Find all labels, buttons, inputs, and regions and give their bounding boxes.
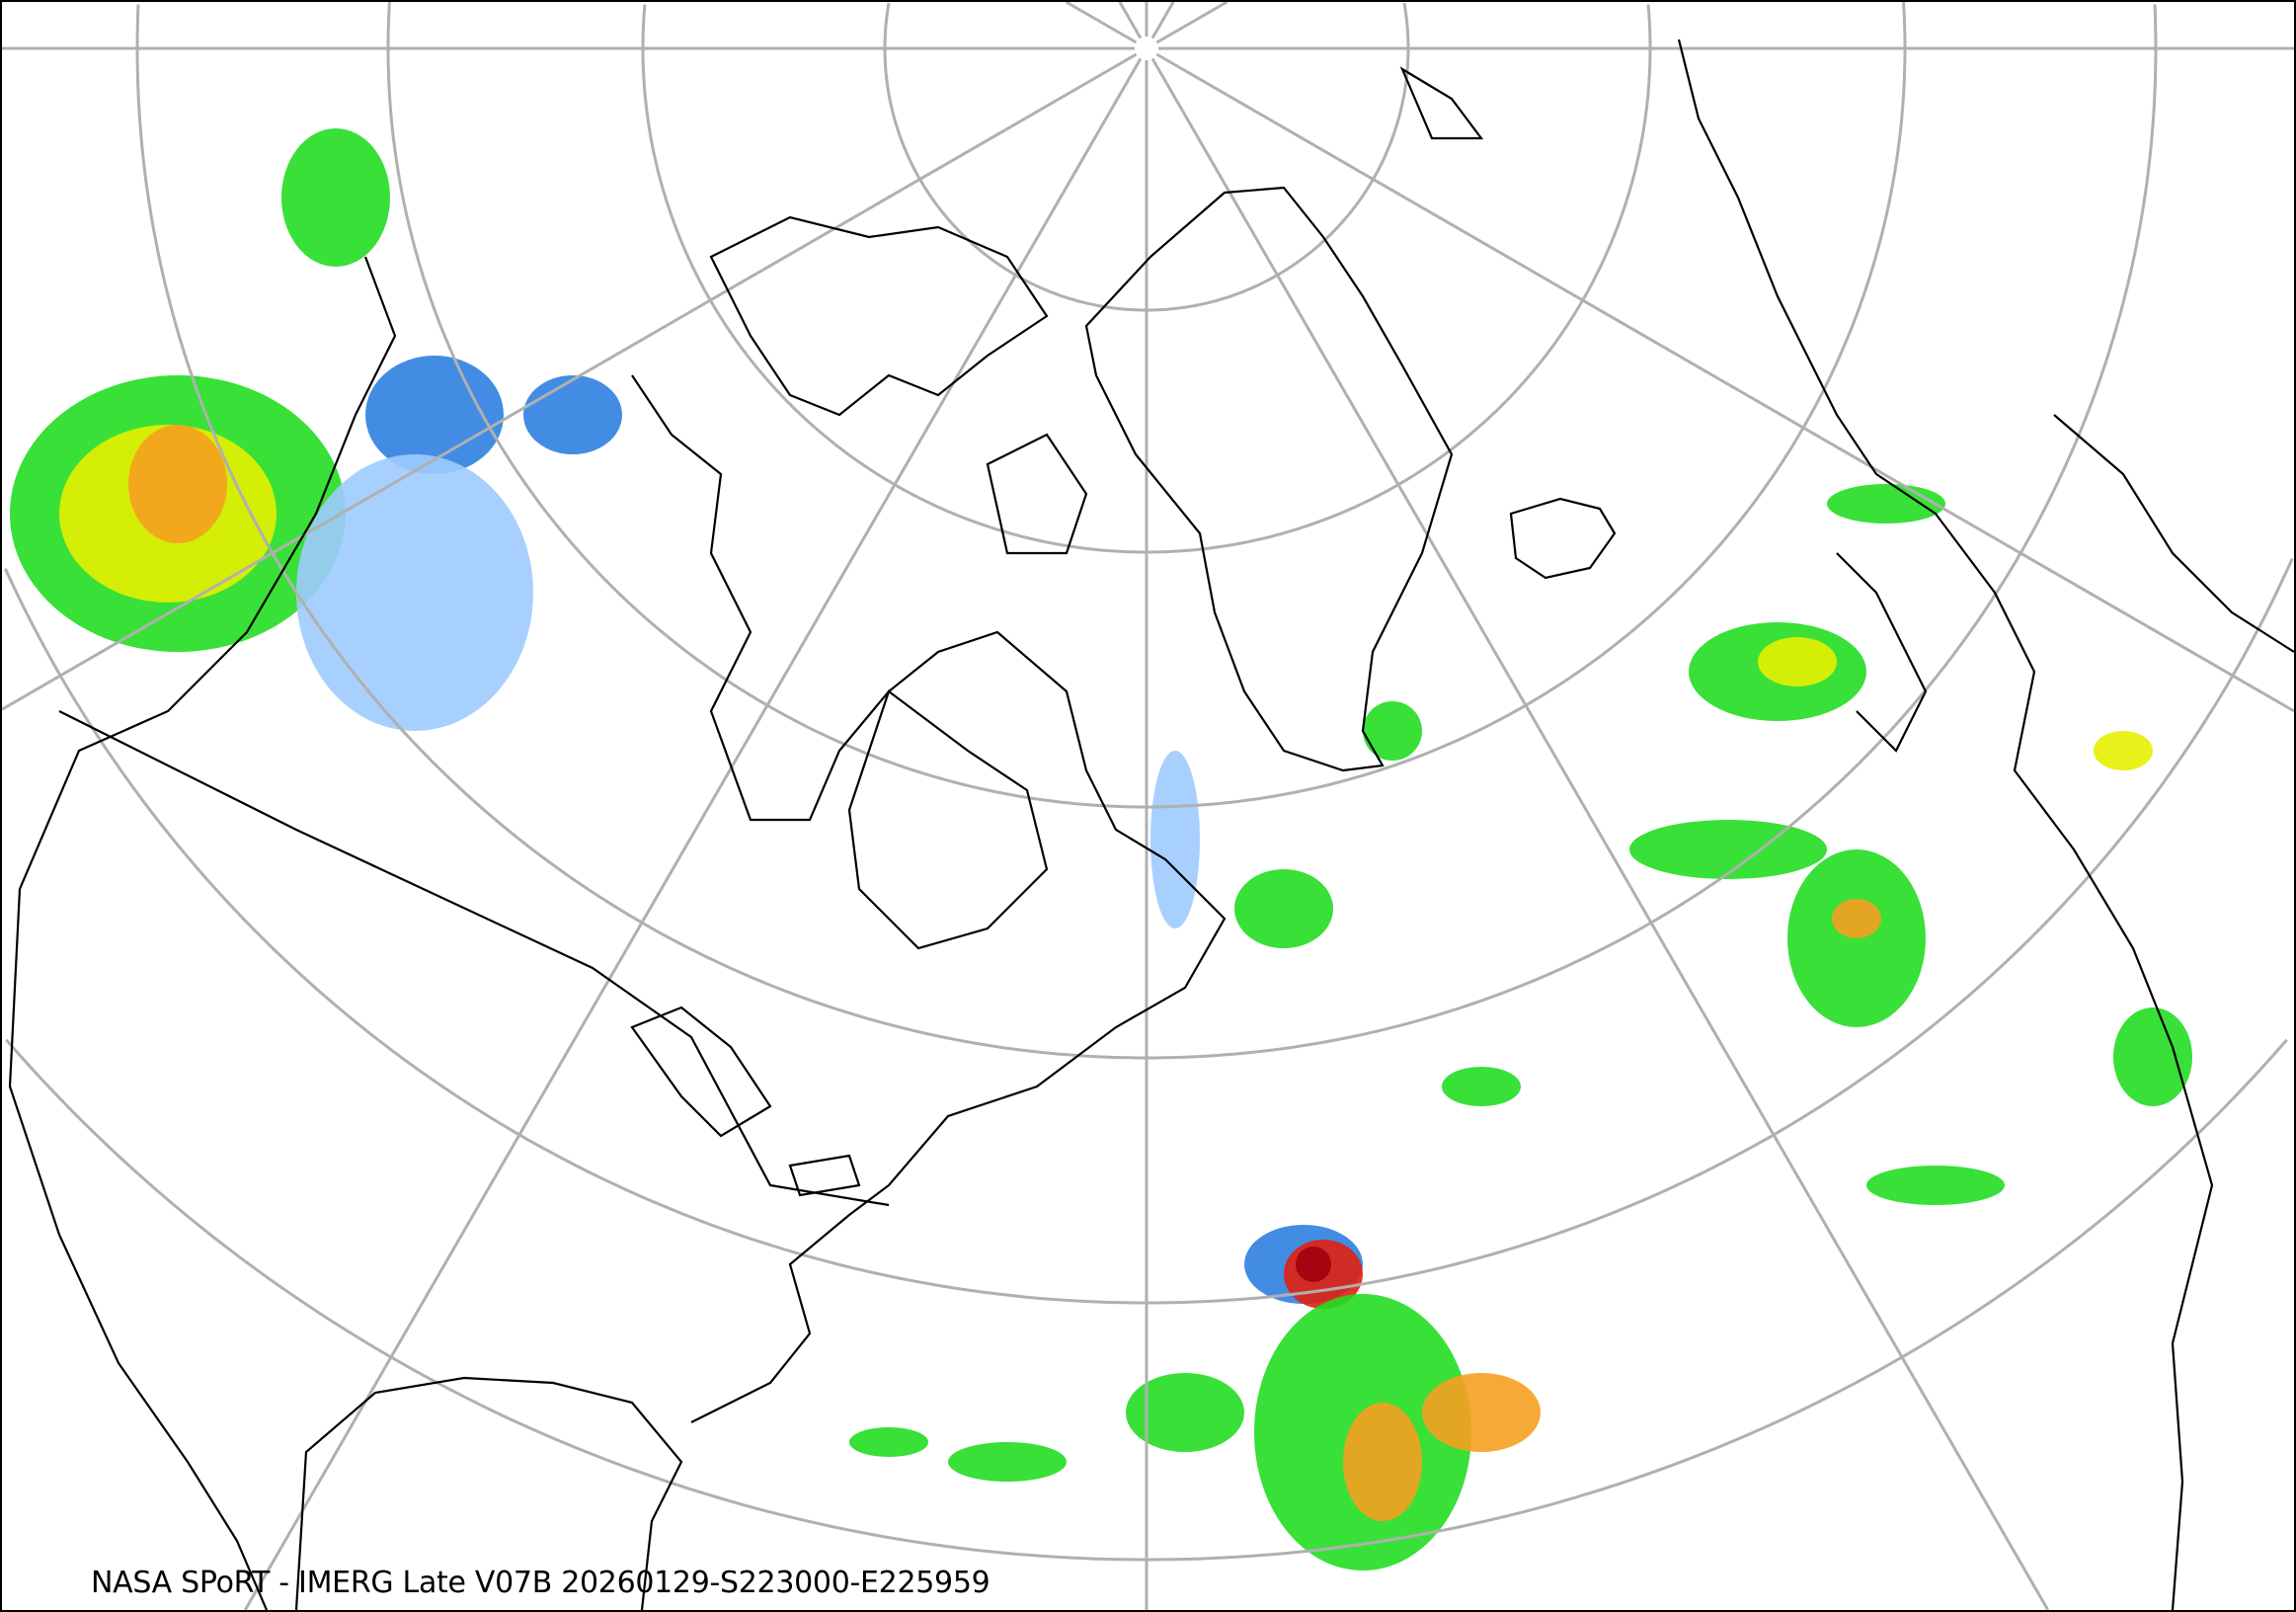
hudson-bay-outline	[847, 689, 1049, 950]
map-caption: NASA SPoRT - IMERG Late V07B 20260129-S2…	[91, 1566, 990, 1600]
precipitation-area	[296, 454, 533, 731]
precipitation-area	[281, 128, 390, 267]
latitude-circle	[3, 557, 2294, 1305]
precipitation-area	[2094, 731, 2153, 770]
meridian-line	[1118, 1, 1143, 40]
meridian-line	[243, 57, 1143, 1611]
precipitation-area	[1866, 1166, 2005, 1205]
north-america-outline	[8, 256, 1227, 1611]
precipitation-area	[1150, 751, 1200, 928]
europe-outline	[1677, 39, 2295, 1611]
meridian-line	[1065, 0, 1138, 44]
precipitation-area	[948, 1442, 1067, 1482]
greenland-outline	[1084, 186, 1454, 772]
coastline-layer	[8, 39, 2295, 1611]
meridian-line	[1150, 57, 2050, 1611]
precipitation-area	[1629, 820, 1827, 879]
precipitation-area	[1296, 1247, 1331, 1282]
latitude-circle	[883, 2, 1410, 312]
precipitation-area	[128, 425, 227, 543]
precipitation-area	[1234, 869, 1333, 948]
latitude-circle	[386, 2, 1907, 809]
great-lakes-outline	[630, 1006, 861, 1197]
precipitation-area	[1442, 1067, 1521, 1106]
precipitation-area	[2113, 1008, 2192, 1106]
latitude-circle	[641, 4, 1652, 554]
precipitation-area	[365, 356, 504, 474]
precipitation-area	[1832, 899, 1881, 938]
meridian-line	[1155, 0, 1228, 44]
meridian-line	[1150, 1, 1175, 40]
meridian-line	[1, 52, 1138, 711]
meridian-line	[1155, 52, 2295, 713]
precipitation-area	[1126, 1373, 1244, 1452]
latitude-circle	[135, 4, 2158, 1060]
precipitation-area	[1827, 484, 1945, 524]
precipitation-area	[1343, 1403, 1422, 1521]
precipitation-area	[1363, 701, 1422, 761]
precipitation-area	[849, 1427, 928, 1457]
arctic-islands-outline	[709, 66, 1484, 555]
precipitation-area	[523, 375, 622, 454]
canada-border	[58, 710, 890, 1207]
precipitation-area	[1758, 637, 1837, 686]
precipitation-area	[1422, 1373, 1541, 1452]
iceland-outline	[1509, 497, 1617, 580]
precipitation-layer	[10, 128, 2192, 1571]
